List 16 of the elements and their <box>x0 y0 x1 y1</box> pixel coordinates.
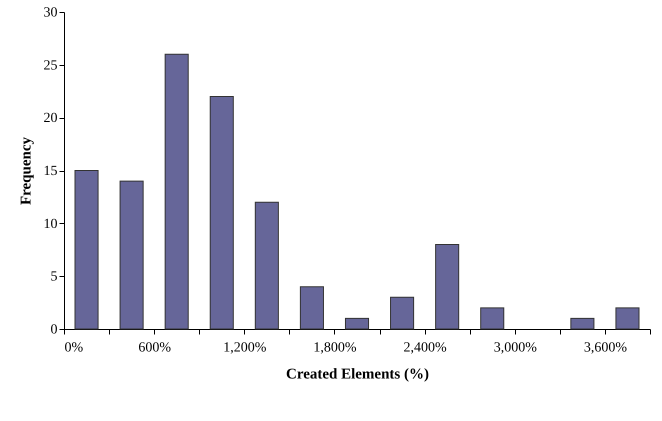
x-tick-label: 3,600% <box>584 340 628 356</box>
x-axis-title: Created Elements (%) <box>286 366 430 382</box>
y-tick-label: 10 <box>44 216 58 232</box>
y-tick-label: 25 <box>44 58 58 74</box>
y-tick-label: 30 <box>44 6 58 20</box>
y-tick-label: 0 <box>50 322 58 338</box>
x-tick-label: 3,000% <box>494 340 538 356</box>
y-axis-title: Frequency <box>18 136 34 206</box>
x-tick-label: 1,200% <box>223 340 267 356</box>
y-tick-label: 5 <box>50 270 58 285</box>
x-tick-label: 600% <box>138 340 172 356</box>
x-tick-label: 1,800% <box>313 340 357 356</box>
x-tick-label: 0% <box>64 340 84 356</box>
y-tick-label: 20 <box>44 111 58 126</box>
y-tick-label: 15 <box>44 164 58 179</box>
x-tick-label: 2,400% <box>404 340 448 356</box>
